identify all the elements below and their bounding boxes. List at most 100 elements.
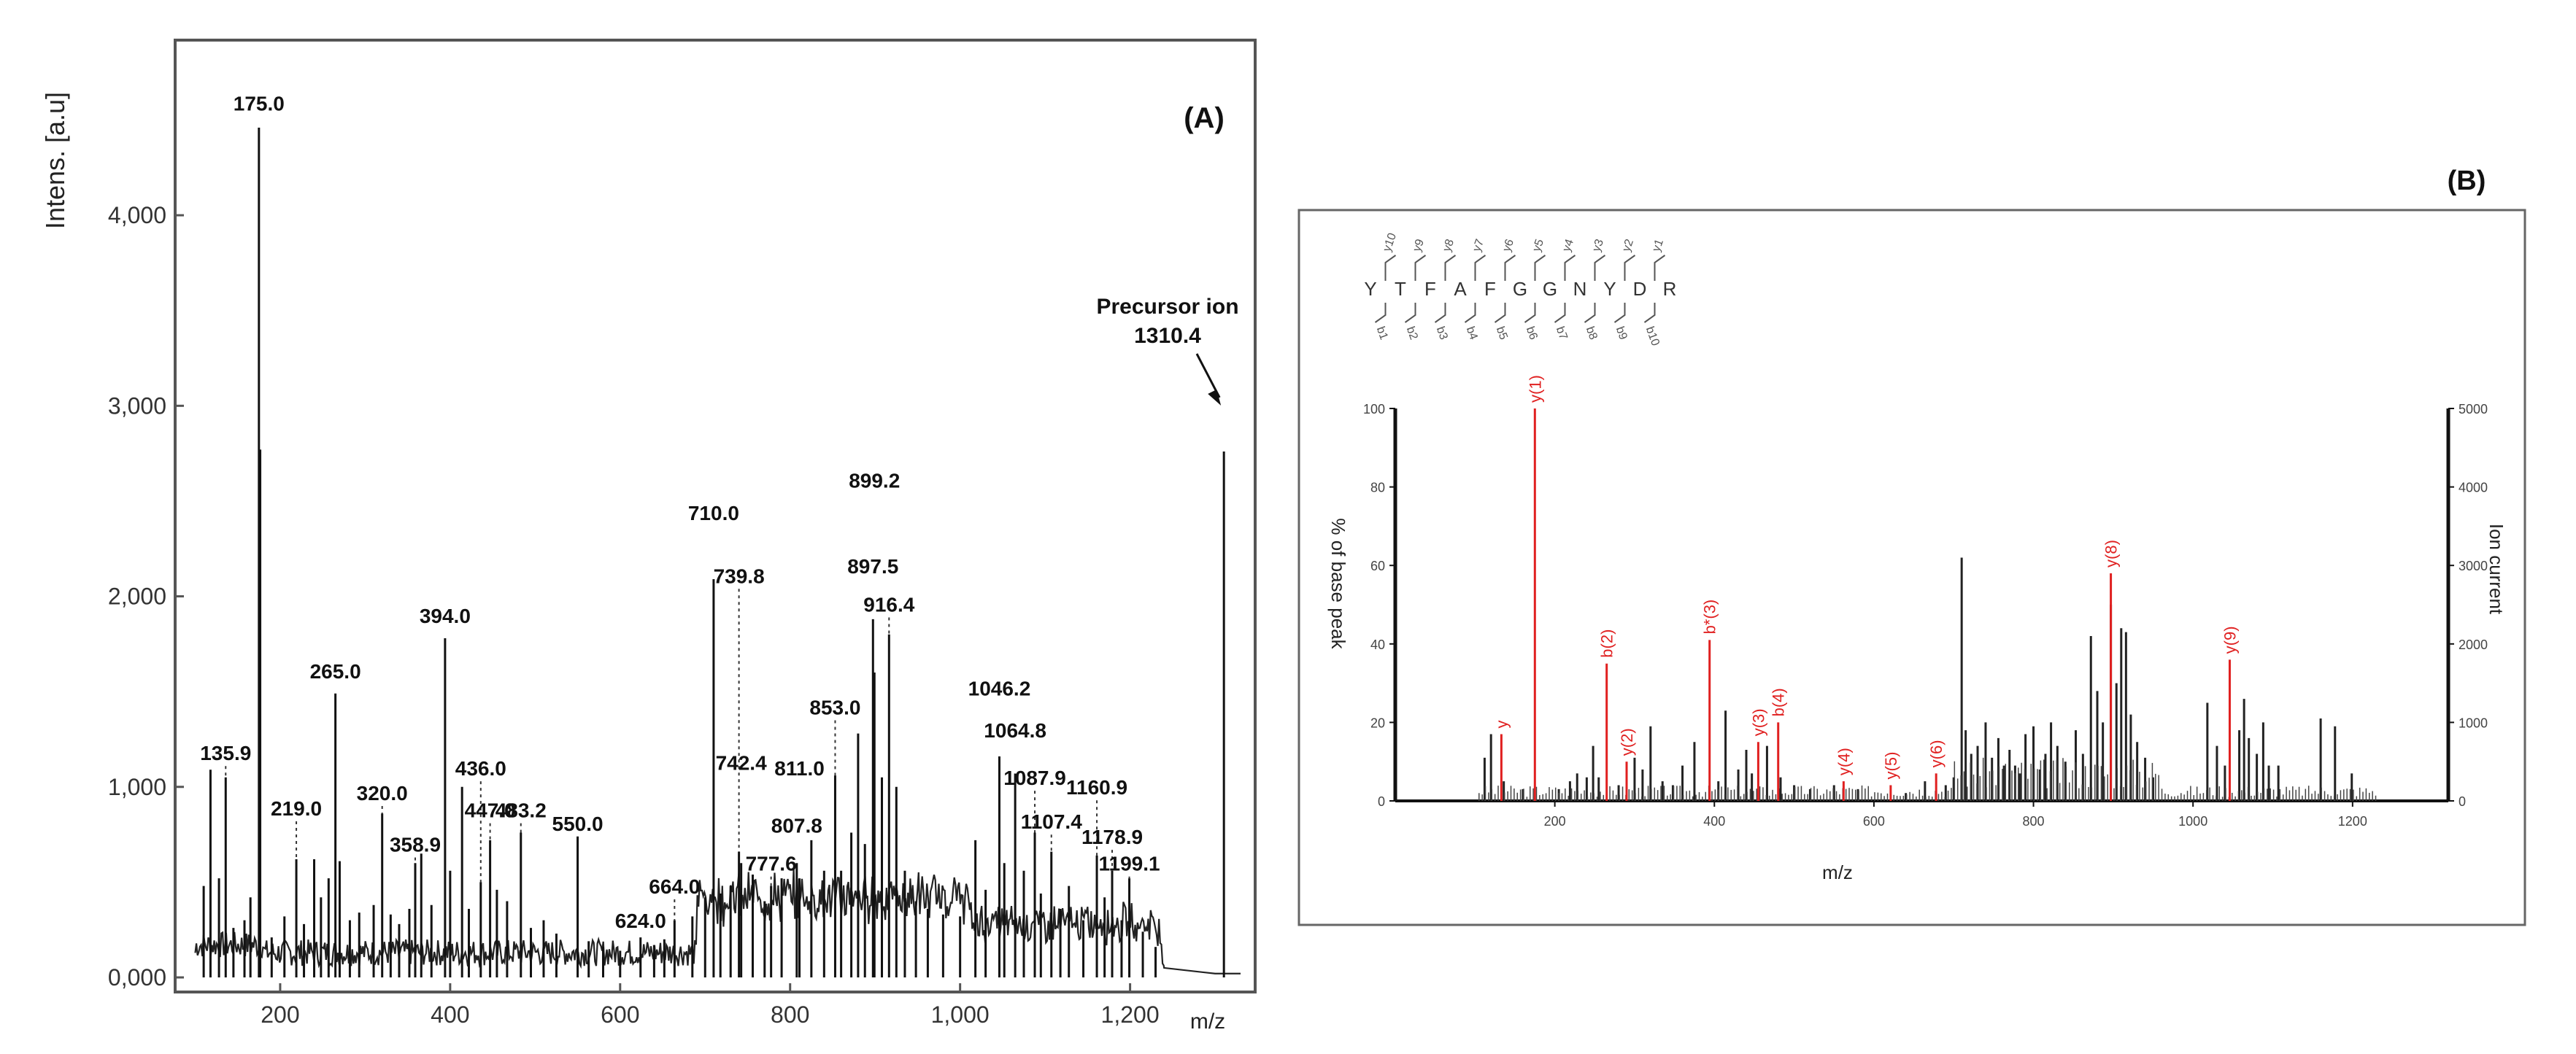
- a-peak-label: 1160.9: [1066, 776, 1127, 799]
- b-ion-label: y(6): [1927, 740, 1946, 767]
- a-xtick-label: 1,000: [931, 1001, 990, 1028]
- b-y-ion-name: y8: [1441, 238, 1457, 254]
- a-peak-label: 1178.9: [1081, 826, 1143, 848]
- a-xtick-label: 600: [601, 1001, 639, 1028]
- b-sequence-residue: T: [1395, 278, 1406, 300]
- b-ion-label: b*(3): [1701, 600, 1719, 635]
- b-b-bracket: [1494, 303, 1506, 323]
- a-peak-label: 1064.8: [984, 719, 1046, 742]
- a-peak-label: 811.0: [774, 757, 825, 780]
- b-y-bracket: [1444, 255, 1457, 281]
- b-b-bracket: [1613, 303, 1626, 323]
- a-peak-label: 899.2: [849, 470, 900, 492]
- b-b-ion-name: b6: [1524, 325, 1540, 342]
- b-y-bracket: [1384, 255, 1397, 281]
- b-ion-label: b(2): [1598, 629, 1616, 658]
- a-peak-label: 710.0: [688, 502, 739, 524]
- a-peak-label: 265.0: [310, 660, 361, 683]
- b-b-bracket: [1404, 303, 1416, 323]
- b-y-bracket: [1564, 255, 1576, 281]
- a-peak-label: 624.0: [615, 910, 666, 932]
- b-y-ion-name: y4: [1560, 238, 1576, 254]
- a-peak-label: 320.0: [357, 782, 408, 805]
- b-xtick-label: 400: [1703, 814, 1725, 829]
- b-ytick-label: 40: [1370, 638, 1385, 652]
- b-y-bracket: [1504, 255, 1516, 281]
- panel-a: Intens. [a.u] m/z (A) Precursor ion 1310…: [40, 39, 1257, 1034]
- b-sequence-residue: Y: [1603, 278, 1616, 300]
- b-y-ion-name: y3: [1590, 238, 1606, 254]
- b-b-ion-name: b10: [1643, 325, 1662, 348]
- b-y2tick-label: 0: [2459, 794, 2466, 809]
- b-b-ion-name: b8: [1584, 325, 1600, 342]
- a-peak-label: 447.0: [465, 799, 516, 822]
- a-ytick-label: 4,000: [108, 202, 166, 228]
- a-peak-label: 664.0: [649, 875, 700, 898]
- b-sequence-residue: F: [1484, 278, 1496, 300]
- a-xtick-label: 200: [261, 1001, 299, 1028]
- b-ytick-label: 80: [1370, 481, 1385, 495]
- b-ion-label: b(4): [1770, 688, 1788, 716]
- a-peak-label: 175.0: [234, 92, 285, 115]
- b-y-ion-name: y5: [1530, 238, 1546, 254]
- b-b-ion-name: b5: [1494, 325, 1510, 342]
- a-peak-label: 135.9: [200, 742, 251, 764]
- b-ion-label: y: [1492, 721, 1511, 729]
- b-sequence-residue: G: [1513, 278, 1527, 300]
- b-sequence-residue: Y: [1364, 278, 1376, 300]
- b-y-ion-name: y10: [1381, 231, 1399, 253]
- b-ion-label: y(8): [2102, 540, 2121, 567]
- a-peak-label: 742.4: [716, 751, 767, 774]
- b-b-bracket: [1524, 303, 1536, 323]
- a-peak-label: 777.6: [746, 853, 797, 875]
- a-peak-label: 550.0: [552, 813, 603, 835]
- b-ytick-label: 100: [1363, 402, 1385, 416]
- a-peak-label: 807.8: [771, 814, 822, 837]
- a-peak-label: 219.0: [271, 797, 322, 820]
- b-y-bracket: [1654, 255, 1666, 281]
- b-ion-label: y(9): [2221, 626, 2239, 654]
- b-xtick-label: 600: [1863, 814, 1885, 829]
- b-sequence-residue: F: [1424, 278, 1436, 300]
- b-b-ion-name: b4: [1464, 325, 1480, 342]
- b-b-bracket: [1643, 303, 1656, 323]
- b-sequence-residue: D: [1633, 278, 1647, 300]
- b-ion-label: y(2): [1618, 728, 1636, 756]
- b-ion-label: y(4): [1835, 748, 1853, 775]
- a-xtick-label: 800: [771, 1001, 809, 1028]
- panel-b-frame: [1297, 209, 2526, 926]
- a-ytick-label: 2,000: [108, 584, 166, 610]
- b-y-ion-name: y9: [1411, 238, 1427, 254]
- b-sequence-residue: A: [1454, 278, 1467, 300]
- b-y2tick-label: 1000: [2459, 716, 2488, 730]
- a-ytick-label: 3,000: [108, 392, 166, 419]
- a-peak-label: 897.5: [847, 555, 898, 578]
- b-y2tick-label: 5000: [2459, 402, 2488, 416]
- b-sequence-residue: G: [1543, 278, 1557, 300]
- b-xtick-label: 800: [2023, 814, 2045, 829]
- panel-b-xlabel: m/z: [1822, 861, 1853, 883]
- panel-a-label: (A): [1184, 102, 1225, 134]
- a-peak-label: 916.4: [863, 593, 914, 616]
- b-xtick-label: 1000: [2178, 814, 2207, 829]
- b-b-bracket: [1374, 303, 1387, 323]
- a-peak-label: 1046.2: [968, 677, 1031, 700]
- panel-b-label: (B): [2448, 166, 2486, 196]
- b-y-ion-name: y1: [1650, 238, 1666, 254]
- precursor-label-line1: Precursor ion: [1096, 295, 1238, 319]
- a-peak-label: 853.0: [809, 697, 860, 719]
- a-peak-label: 483.2: [495, 799, 547, 822]
- a-peak-label: 1199.1: [1098, 853, 1160, 875]
- b-ion-label: y(1): [1526, 375, 1544, 403]
- b-ytick-label: 0: [1378, 794, 1385, 809]
- a-peak-label: 358.9: [390, 834, 441, 856]
- b-b-bracket: [1464, 303, 1476, 323]
- a-peak-label: 1107.4: [1021, 810, 1083, 833]
- a-peak-label: 436.0: [455, 757, 506, 780]
- precursor-label-line2: 1310.4: [1134, 324, 1201, 348]
- a-xtick-label: 400: [431, 1001, 469, 1028]
- precursor-arrow-head: [1208, 390, 1222, 406]
